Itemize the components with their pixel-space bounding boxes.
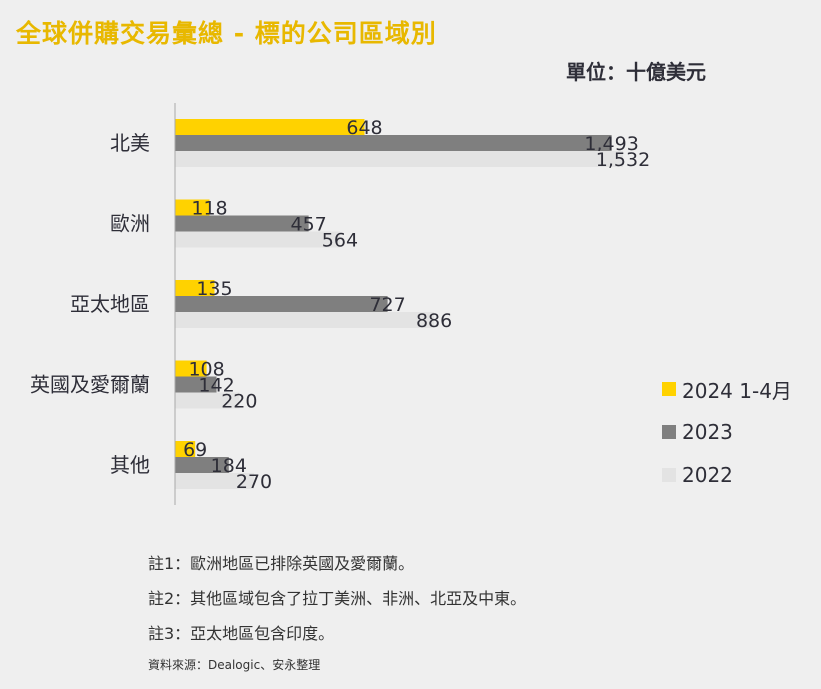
data-label: 69 [183,439,207,461]
legend-label-2024: 2024 1-4月 [682,378,792,403]
data-label: 1,532 [596,149,650,171]
data-label: 118 [191,198,227,220]
bar [175,312,435,328]
legend-swatch-2024 [662,382,676,396]
data-label: 108 [188,359,224,381]
chart-title: 全球併購交易彙總 - 標的公司區域別 [16,19,437,48]
bar [175,296,388,312]
data-label: 564 [322,230,358,252]
data-label: 142 [198,375,234,397]
legend: 2024 1-4月 2023 2022 [662,378,792,507]
source-note: 資料來源：Dealogic、安永整理 [148,658,321,672]
category-label: 歐洲 [110,212,150,236]
bar [175,280,215,296]
legend-item-2024: 2024 1-4月 [662,378,792,403]
legend-swatch-2022 [662,468,676,482]
bar [175,119,365,135]
category-label: 亞太地區 [70,292,150,316]
legend-label-2022: 2022 [682,463,733,487]
bar [175,215,309,232]
data-label: 1,493 [584,133,638,155]
data-label: 184 [211,455,247,477]
bar [175,392,240,409]
unit-label: 單位：十億美元 [566,60,706,84]
data-label: 727 [369,294,405,316]
legend-swatch-2023 [662,425,676,439]
bar [175,473,254,489]
legend-item-2022: 2022 [662,463,792,487]
category-label: 英國及愛爾蘭 [30,373,150,397]
data-label: 886 [416,310,452,332]
data-label: 648 [346,117,382,139]
bar [175,376,217,393]
bar [175,360,207,377]
data-label: 220 [221,391,257,413]
bar [175,135,612,151]
legend-item-2023: 2023 [662,420,792,444]
footnote-3: 註3：亞太地區包含印度。 [148,624,335,643]
data-label: 270 [236,471,272,493]
category-label: 其他 [110,453,150,477]
footnote-2: 註2：其他區域包含了拉丁美洲、非洲、北亞及中東。 [148,589,527,608]
bar [175,231,340,248]
data-label: 135 [196,278,232,300]
data-label: 457 [291,214,327,236]
footnote-1: 註1：歐洲地區已排除英國及愛爾蘭。 [148,554,415,573]
legend-label-2023: 2023 [682,420,733,444]
footnotes: 註1：歐洲地區已排除英國及愛爾蘭。 註2：其他區域包含了拉丁美洲、非洲、北亞及中… [148,546,526,677]
bar [175,199,210,216]
bar [175,457,229,473]
category-label: 北美 [110,131,150,155]
bar [175,151,623,167]
bar [175,441,196,457]
